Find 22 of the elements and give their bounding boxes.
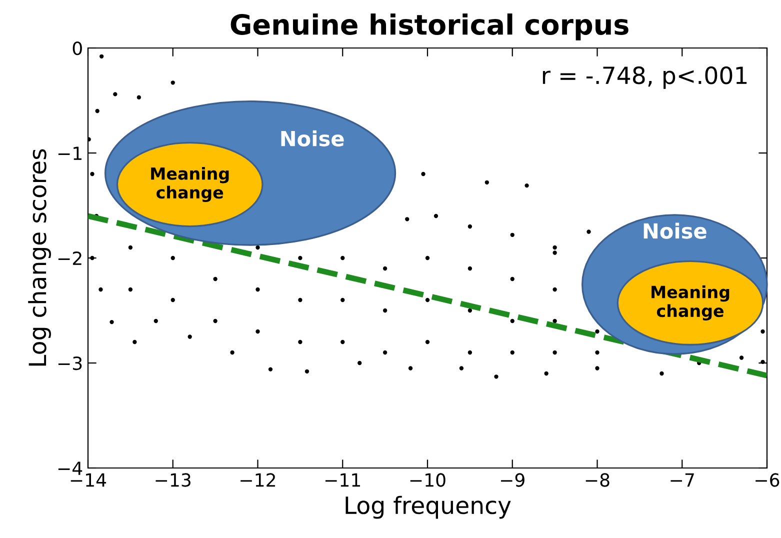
x-tick-label: −8	[586, 473, 610, 487]
x-tick-label: −6	[756, 473, 780, 487]
x-tick-label: −7	[670, 473, 694, 487]
chart-title: Genuine historical corpus	[230, 13, 628, 40]
annotation: Noise	[281, 130, 344, 146]
y-tick-label: −3	[58, 356, 82, 370]
y-axis-title: Log change scores	[28, 149, 51, 366]
x-tick-label: −9	[500, 473, 524, 487]
annotation: r = -.748, p<.001	[542, 66, 747, 89]
x-tick-label: −13	[156, 473, 190, 487]
annotation: Noise	[644, 222, 706, 239]
x-tick-label: −14	[70, 473, 106, 487]
annotation: Meaning change	[151, 166, 229, 202]
annotation: Meaning change	[652, 285, 730, 320]
x-tick-label: −11	[325, 473, 360, 487]
y-tick-label: 0	[72, 41, 82, 56]
y-tick-label: −2	[58, 251, 82, 265]
x-tick-label: −12	[240, 473, 275, 487]
x-axis-title: Log frequency	[346, 496, 511, 519]
y-tick-label: −1	[58, 146, 82, 160]
x-tick-label: −10	[410, 473, 446, 487]
y-tick-label: −4	[58, 462, 82, 475]
